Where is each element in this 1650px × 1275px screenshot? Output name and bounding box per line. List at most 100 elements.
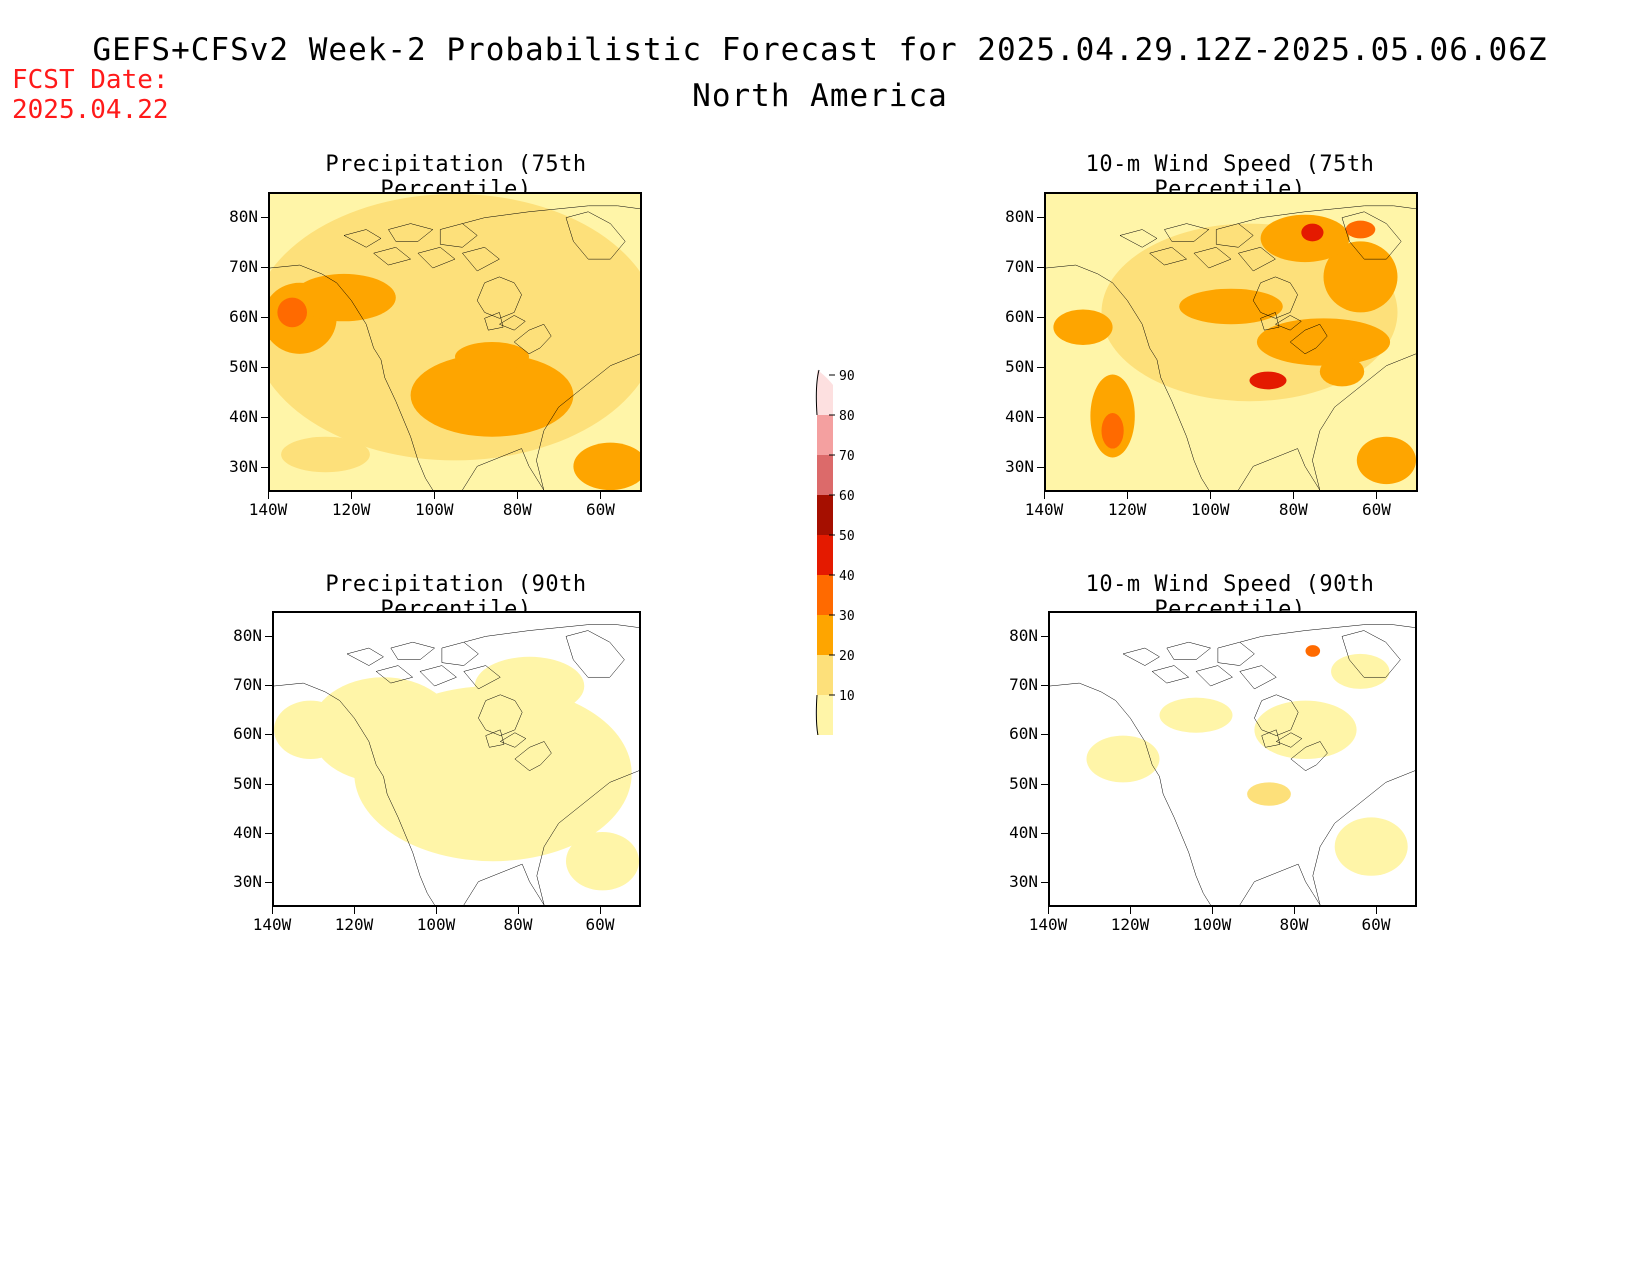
lat-tick-label: 50N xyxy=(229,357,258,376)
colorbar-cap-top xyxy=(817,370,833,415)
lon-tick xyxy=(1293,492,1295,499)
coastline xyxy=(420,666,457,686)
colorbar-segment xyxy=(817,415,833,455)
lat-tick xyxy=(265,685,272,686)
lat-tick-label: 70N xyxy=(1009,675,1038,694)
probability-contour xyxy=(521,288,596,337)
probability-contour xyxy=(1256,318,1391,366)
lon-tick xyxy=(1376,907,1377,914)
lat-tick xyxy=(265,635,272,637)
probability-contour xyxy=(1247,782,1291,806)
probability-contour xyxy=(1254,700,1357,759)
coastline xyxy=(499,315,525,330)
lon-tick-label: 100W xyxy=(414,500,454,519)
lat-tick xyxy=(261,267,268,268)
colorbar-label: 60 xyxy=(839,489,855,504)
coastline xyxy=(1238,206,1416,224)
coastline xyxy=(1254,695,1298,736)
lat-tick xyxy=(1037,467,1044,468)
lat-tick-label: 80N xyxy=(229,207,258,226)
lon-tick xyxy=(351,492,353,499)
coastline xyxy=(1313,771,1415,905)
lon-tick xyxy=(1210,492,1212,499)
subtitle: North America xyxy=(692,78,948,114)
lat-tick xyxy=(261,317,268,318)
coastline xyxy=(347,648,384,666)
colorbar-label: 20 xyxy=(839,649,855,664)
lon-tick-label: 140W xyxy=(1024,500,1064,519)
coastline xyxy=(1167,642,1211,660)
lat-tick xyxy=(1041,734,1048,736)
lon-tick-label: 140W xyxy=(1028,915,1068,934)
fcst-date-value: 2025.04.22 xyxy=(12,95,169,125)
coastline xyxy=(1291,741,1328,770)
panel-title-precip-90: Precipitation (90th Percentile) xyxy=(325,572,587,622)
lon-tick xyxy=(268,492,269,499)
lat-tick xyxy=(261,417,268,418)
lat-tick xyxy=(261,217,268,218)
lat-tick-label: 60N xyxy=(1009,724,1038,744)
lat-tick xyxy=(261,367,268,368)
map-svg xyxy=(274,613,639,905)
colorbar-label: 50 xyxy=(839,529,855,544)
lon-tick xyxy=(600,907,601,914)
lon-tick xyxy=(1294,907,1295,914)
probability-contour xyxy=(455,342,529,372)
coastline xyxy=(500,733,526,748)
colorbar-svg: 10 20 30 40 50 60 70 80 90 xyxy=(815,369,855,741)
probability-contour xyxy=(274,700,347,759)
colorbar-segment xyxy=(817,455,833,495)
lat-tick-label: 80N xyxy=(1005,207,1034,226)
coastline xyxy=(442,642,479,665)
coastline xyxy=(1164,224,1208,242)
coastline xyxy=(344,230,381,248)
probability-contour xyxy=(573,442,640,490)
lat-tick xyxy=(261,467,268,468)
lat-tick xyxy=(1037,317,1044,318)
coastline xyxy=(477,277,521,318)
coastline xyxy=(440,224,477,248)
coastline xyxy=(270,265,433,490)
coastline xyxy=(514,324,551,354)
coastline xyxy=(1240,666,1277,689)
lat-tick xyxy=(1041,635,1048,637)
lat-tick-label: 70N xyxy=(229,257,258,276)
map-svg xyxy=(1046,194,1416,490)
coastline xyxy=(1216,224,1253,248)
coastline xyxy=(566,631,624,678)
lat-tick-label: 60N xyxy=(1005,307,1034,326)
coastline xyxy=(391,642,435,660)
probability-contour xyxy=(1159,697,1233,733)
lat-tick xyxy=(1037,217,1044,218)
coastline xyxy=(1150,247,1187,265)
lon-tick xyxy=(436,907,437,914)
lon-tick xyxy=(1130,907,1131,914)
lon-tick-label: 140W xyxy=(252,915,292,934)
map-svg xyxy=(1050,613,1415,905)
lon-tick-label: 80W xyxy=(1278,500,1308,519)
panel-title-precip-75: Precipitation (75th Percentile) xyxy=(325,152,587,202)
probability-contour xyxy=(410,353,574,437)
colorbar-segment xyxy=(817,495,833,535)
probability-contour xyxy=(281,436,370,473)
colorbar-segment xyxy=(817,655,833,695)
lat-tick-label: 50N xyxy=(1005,357,1034,376)
lon-tick xyxy=(1044,492,1045,499)
lon-tick xyxy=(1127,492,1129,499)
map-panel-wind75 xyxy=(1044,192,1418,492)
lon-tick-label: 120W xyxy=(331,500,371,519)
lon-tick xyxy=(518,907,519,914)
probability-contour xyxy=(1356,436,1416,485)
coastline xyxy=(1261,312,1280,330)
lat-tick-label: 80N xyxy=(1009,625,1038,645)
lon-tick xyxy=(1376,492,1378,499)
coastline xyxy=(1123,648,1160,666)
lon-tick-label: 100W xyxy=(1190,500,1230,519)
coastline xyxy=(1276,733,1302,748)
lat-tick-label: 30N xyxy=(1005,457,1034,476)
lat-tick xyxy=(1037,267,1044,268)
lon-tick xyxy=(517,492,519,499)
coastline xyxy=(536,354,640,490)
probability-contour xyxy=(1086,735,1160,783)
lat-tick-label: 60N xyxy=(229,307,258,326)
